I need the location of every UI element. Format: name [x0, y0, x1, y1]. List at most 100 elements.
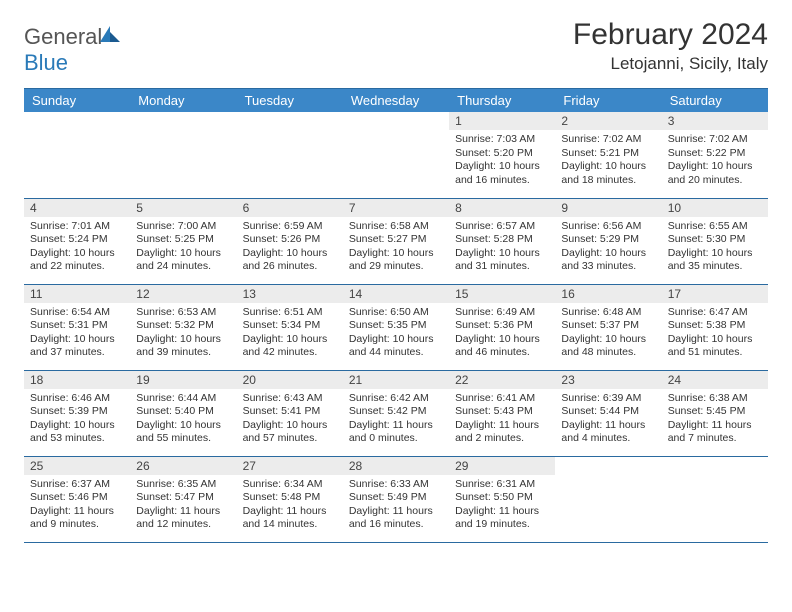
day-number: 2: [555, 112, 661, 130]
day-details: Sunrise: 6:54 AMSunset: 5:31 PMDaylight:…: [24, 303, 130, 365]
day-details: Sunrise: 6:49 AMSunset: 5:36 PMDaylight:…: [449, 303, 555, 365]
calendar-cell: 11Sunrise: 6:54 AMSunset: 5:31 PMDayligh…: [24, 284, 130, 370]
day-number: 3: [662, 112, 768, 130]
brand-mark-icon: [100, 24, 122, 49]
day-details: Sunrise: 7:02 AMSunset: 5:21 PMDaylight:…: [555, 130, 661, 192]
calendar-table: SundayMondayTuesdayWednesdayThursdayFrid…: [24, 88, 768, 543]
day-details: Sunrise: 6:38 AMSunset: 5:45 PMDaylight:…: [662, 389, 768, 451]
day-details: Sunrise: 6:59 AMSunset: 5:26 PMDaylight:…: [237, 217, 343, 279]
calendar-row: 25Sunrise: 6:37 AMSunset: 5:46 PMDayligh…: [24, 456, 768, 542]
calendar-cell: [24, 112, 130, 198]
day-details: Sunrise: 7:00 AMSunset: 5:25 PMDaylight:…: [130, 217, 236, 279]
day-details: Sunrise: 6:33 AMSunset: 5:49 PMDaylight:…: [343, 475, 449, 537]
weekday-header: Thursday: [449, 89, 555, 113]
brand-name: GeneralBlue: [24, 24, 122, 76]
calendar-cell: 8Sunrise: 6:57 AMSunset: 5:28 PMDaylight…: [449, 198, 555, 284]
weekday-header: Friday: [555, 89, 661, 113]
day-details: Sunrise: 6:50 AMSunset: 5:35 PMDaylight:…: [343, 303, 449, 365]
weekday-header: Monday: [130, 89, 236, 113]
day-number: 12: [130, 285, 236, 303]
location-subtitle: Letojanni, Sicily, Italy: [573, 54, 768, 74]
calendar-cell: 17Sunrise: 6:47 AMSunset: 5:38 PMDayligh…: [662, 284, 768, 370]
day-number: 25: [24, 457, 130, 475]
day-number: 28: [343, 457, 449, 475]
day-details: Sunrise: 6:55 AMSunset: 5:30 PMDaylight:…: [662, 217, 768, 279]
calendar-row: 11Sunrise: 6:54 AMSunset: 5:31 PMDayligh…: [24, 284, 768, 370]
calendar-cell: 3Sunrise: 7:02 AMSunset: 5:22 PMDaylight…: [662, 112, 768, 198]
calendar-cell: 2Sunrise: 7:02 AMSunset: 5:21 PMDaylight…: [555, 112, 661, 198]
calendar-cell: 12Sunrise: 6:53 AMSunset: 5:32 PMDayligh…: [130, 284, 236, 370]
day-details: Sunrise: 6:39 AMSunset: 5:44 PMDaylight:…: [555, 389, 661, 451]
day-number: 8: [449, 199, 555, 217]
day-details: Sunrise: 6:41 AMSunset: 5:43 PMDaylight:…: [449, 389, 555, 451]
calendar-cell: 4Sunrise: 7:01 AMSunset: 5:24 PMDaylight…: [24, 198, 130, 284]
calendar-cell: 6Sunrise: 6:59 AMSunset: 5:26 PMDaylight…: [237, 198, 343, 284]
day-number: 16: [555, 285, 661, 303]
calendar-row: 4Sunrise: 7:01 AMSunset: 5:24 PMDaylight…: [24, 198, 768, 284]
calendar-cell: 28Sunrise: 6:33 AMSunset: 5:49 PMDayligh…: [343, 456, 449, 542]
brand-name-part1: General: [24, 24, 102, 49]
calendar-cell: [343, 112, 449, 198]
calendar-row: 1Sunrise: 7:03 AMSunset: 5:20 PMDaylight…: [24, 112, 768, 198]
day-number: 15: [449, 285, 555, 303]
day-details: Sunrise: 6:47 AMSunset: 5:38 PMDaylight:…: [662, 303, 768, 365]
calendar-cell: 10Sunrise: 6:55 AMSunset: 5:30 PMDayligh…: [662, 198, 768, 284]
day-details: Sunrise: 6:37 AMSunset: 5:46 PMDaylight:…: [24, 475, 130, 537]
day-details: Sunrise: 7:02 AMSunset: 5:22 PMDaylight:…: [662, 130, 768, 192]
calendar-cell: [555, 456, 661, 542]
day-details: Sunrise: 6:35 AMSunset: 5:47 PMDaylight:…: [130, 475, 236, 537]
day-number: 18: [24, 371, 130, 389]
day-details: Sunrise: 6:34 AMSunset: 5:48 PMDaylight:…: [237, 475, 343, 537]
calendar-cell: [662, 456, 768, 542]
calendar-head: SundayMondayTuesdayWednesdayThursdayFrid…: [24, 89, 768, 113]
weekday-header: Sunday: [24, 89, 130, 113]
day-details: Sunrise: 6:53 AMSunset: 5:32 PMDaylight:…: [130, 303, 236, 365]
calendar-cell: 1Sunrise: 7:03 AMSunset: 5:20 PMDaylight…: [449, 112, 555, 198]
calendar-cell: 29Sunrise: 6:31 AMSunset: 5:50 PMDayligh…: [449, 456, 555, 542]
calendar-cell: [130, 112, 236, 198]
day-details: Sunrise: 6:56 AMSunset: 5:29 PMDaylight:…: [555, 217, 661, 279]
calendar-cell: 21Sunrise: 6:42 AMSunset: 5:42 PMDayligh…: [343, 370, 449, 456]
day-details: Sunrise: 6:58 AMSunset: 5:27 PMDaylight:…: [343, 217, 449, 279]
calendar-cell: 7Sunrise: 6:58 AMSunset: 5:27 PMDaylight…: [343, 198, 449, 284]
calendar-cell: 25Sunrise: 6:37 AMSunset: 5:46 PMDayligh…: [24, 456, 130, 542]
day-details: Sunrise: 6:44 AMSunset: 5:40 PMDaylight:…: [130, 389, 236, 451]
day-number: 17: [662, 285, 768, 303]
calendar-row: 18Sunrise: 6:46 AMSunset: 5:39 PMDayligh…: [24, 370, 768, 456]
day-details: Sunrise: 6:46 AMSunset: 5:39 PMDaylight:…: [24, 389, 130, 451]
day-details: Sunrise: 7:03 AMSunset: 5:20 PMDaylight:…: [449, 130, 555, 192]
calendar-cell: 23Sunrise: 6:39 AMSunset: 5:44 PMDayligh…: [555, 370, 661, 456]
calendar-cell: [237, 112, 343, 198]
brand-name-part2: Blue: [24, 50, 68, 75]
day-number: 9: [555, 199, 661, 217]
month-title: February 2024: [573, 18, 768, 52]
day-details: Sunrise: 7:01 AMSunset: 5:24 PMDaylight:…: [24, 217, 130, 279]
calendar-cell: 19Sunrise: 6:44 AMSunset: 5:40 PMDayligh…: [130, 370, 236, 456]
title-block: February 2024 Letojanni, Sicily, Italy: [573, 18, 768, 74]
day-number: 11: [24, 285, 130, 303]
day-number: 14: [343, 285, 449, 303]
brand-logo: GeneralBlue: [24, 18, 122, 76]
calendar-cell: 5Sunrise: 7:00 AMSunset: 5:25 PMDaylight…: [130, 198, 236, 284]
calendar-body: 1Sunrise: 7:03 AMSunset: 5:20 PMDaylight…: [24, 112, 768, 542]
day-number: 4: [24, 199, 130, 217]
day-details: Sunrise: 6:42 AMSunset: 5:42 PMDaylight:…: [343, 389, 449, 451]
calendar-cell: 9Sunrise: 6:56 AMSunset: 5:29 PMDaylight…: [555, 198, 661, 284]
day-number: 13: [237, 285, 343, 303]
day-number: 1: [449, 112, 555, 130]
day-number: 22: [449, 371, 555, 389]
day-details: Sunrise: 6:57 AMSunset: 5:28 PMDaylight:…: [449, 217, 555, 279]
calendar-cell: 18Sunrise: 6:46 AMSunset: 5:39 PMDayligh…: [24, 370, 130, 456]
day-number: 20: [237, 371, 343, 389]
calendar-cell: 16Sunrise: 6:48 AMSunset: 5:37 PMDayligh…: [555, 284, 661, 370]
day-number: 26: [130, 457, 236, 475]
calendar-cell: 27Sunrise: 6:34 AMSunset: 5:48 PMDayligh…: [237, 456, 343, 542]
day-number: 24: [662, 371, 768, 389]
calendar-cell: 13Sunrise: 6:51 AMSunset: 5:34 PMDayligh…: [237, 284, 343, 370]
day-number: 19: [130, 371, 236, 389]
day-number: 5: [130, 199, 236, 217]
weekday-header: Wednesday: [343, 89, 449, 113]
day-number: 27: [237, 457, 343, 475]
day-details: Sunrise: 6:51 AMSunset: 5:34 PMDaylight:…: [237, 303, 343, 365]
day-number: 6: [237, 199, 343, 217]
